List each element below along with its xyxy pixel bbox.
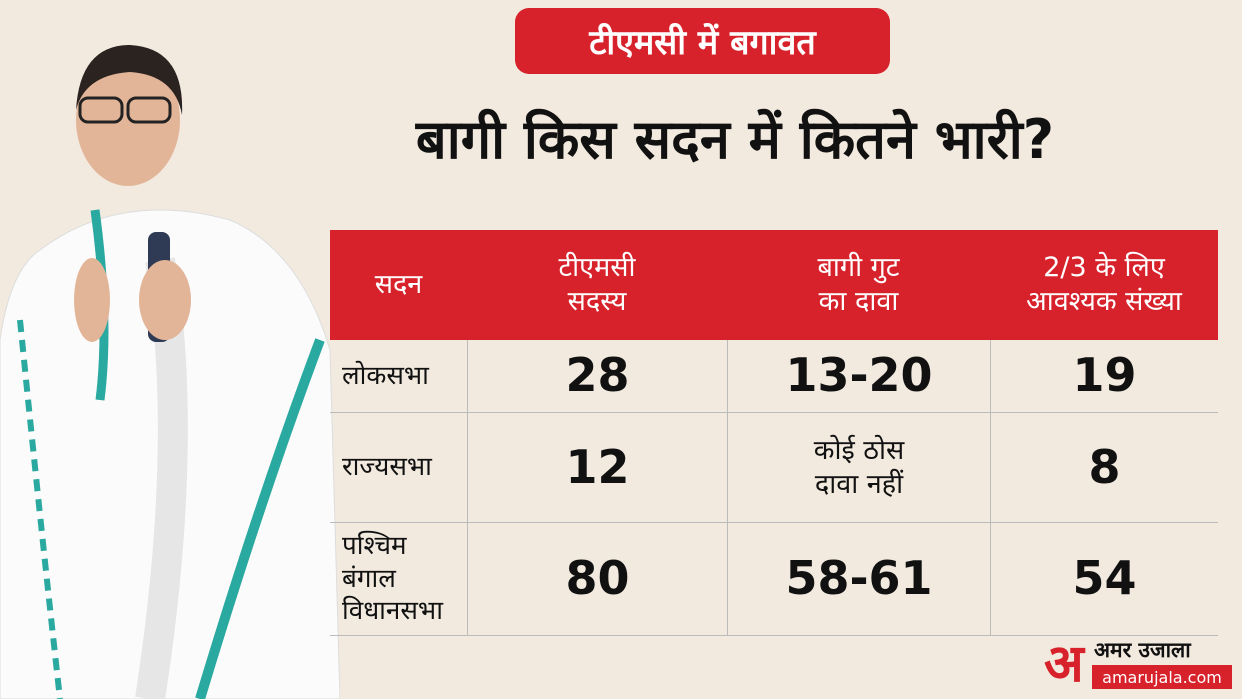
header-cell: 2/3 के लिए आवश्यक संख्या: [990, 230, 1218, 340]
cell-line: सदस्य: [567, 286, 627, 317]
cell-line: पश्चिम बंगाल: [342, 531, 407, 594]
cell-line: 54: [1072, 551, 1137, 606]
table: सदन टीएमसी सदस्य बागी गुट का दावा 2/3 के लिए आ…: [330, 230, 1218, 636]
logo: अ अमर उजाला amarujala.com: [1044, 635, 1232, 691]
cell-line: दावा नहीं: [814, 468, 904, 500]
header-cell: टीएमसी सदस्य: [467, 230, 727, 340]
table-cell: 80: [467, 523, 727, 636]
row-label: पश्चिम बंगाल विधानसभा: [330, 523, 467, 636]
cell-line: 58-61: [785, 551, 933, 606]
cell-line: 12: [565, 439, 630, 494]
cell-line: बागी गुट: [817, 252, 900, 284]
table-cell: 28: [467, 340, 727, 413]
title: बागी किस सदन में कितने भारी?: [415, 108, 1055, 171]
cell-line: 13-20: [785, 348, 933, 403]
logo-mark: अ: [1044, 635, 1086, 691]
table-cell: 8: [990, 413, 1218, 523]
cell-line: 28: [565, 348, 630, 403]
cell-line: विधानसभा: [342, 596, 443, 627]
cell-line: राज्यसभा: [342, 452, 432, 483]
table-cell: कोई ठोस दावा नहीं: [727, 413, 990, 523]
cell-line: 19: [1072, 348, 1137, 403]
person-illustration: [0, 45, 340, 699]
cell-line: 8: [1088, 439, 1121, 494]
cell-line: कोई ठोस: [813, 434, 905, 466]
cell-line: 2/3 के लिए: [1043, 252, 1165, 284]
logo-name: अमर उजाला: [1094, 638, 1192, 662]
row-label: राज्यसभा: [330, 413, 467, 523]
cell-line: आवश्यक संख्या: [1026, 286, 1182, 317]
table-cell: 19: [990, 340, 1218, 413]
row-label: लोकसभा: [330, 340, 467, 413]
cell-line: सदन: [374, 269, 423, 301]
badge: टीएमसी में बगावत: [515, 8, 890, 74]
logo-url: amarujala.com: [1102, 668, 1222, 687]
table-cell: 12: [467, 413, 727, 523]
cell-line: लोकसभा: [342, 360, 429, 391]
logo-url-box: [1092, 665, 1232, 689]
table-cell: 13-20: [727, 340, 990, 413]
header-cell: बागी गुट का दावा: [727, 230, 990, 340]
table-cell: 58-61: [727, 523, 990, 636]
cell-line: टीएमसी: [558, 252, 636, 284]
header-cell: सदन: [330, 230, 467, 340]
table-cell: 54: [990, 523, 1218, 636]
cell-line: का दावा: [818, 286, 899, 317]
cell-line: 80: [565, 551, 630, 606]
